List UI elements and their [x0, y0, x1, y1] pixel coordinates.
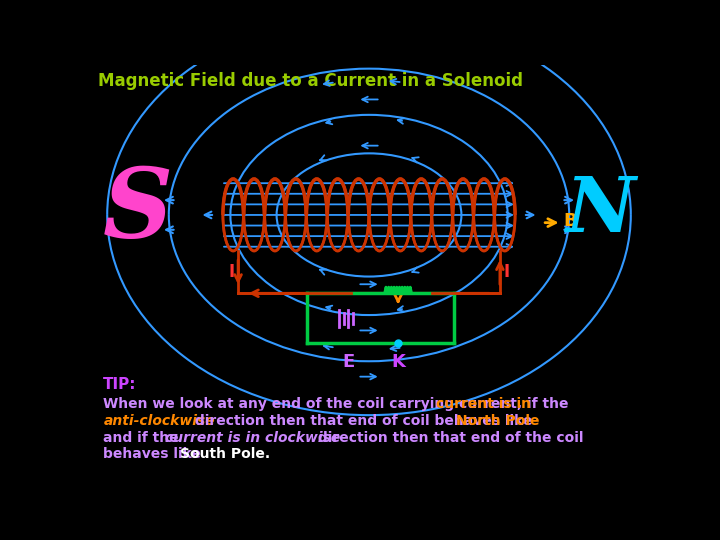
Text: current is in: current is in	[436, 397, 531, 410]
Text: direction then that end of the coil: direction then that end of the coil	[312, 430, 583, 444]
Text: I: I	[504, 263, 510, 281]
Text: behaves like: behaves like	[104, 448, 206, 462]
Text: current is in clockwise: current is in clockwise	[165, 430, 340, 444]
Text: and if the: and if the	[104, 430, 184, 444]
Text: North Pole: North Pole	[456, 414, 539, 428]
Text: N: N	[565, 174, 635, 248]
Text: E: E	[342, 353, 354, 370]
Text: South Pole.: South Pole.	[180, 448, 271, 462]
Text: Magnetic Field due to a Current in a Solenoid: Magnetic Field due to a Current in a Sol…	[98, 72, 523, 91]
Text: B: B	[564, 212, 577, 230]
Text: S: S	[103, 164, 173, 258]
Text: anti-clockwise: anti-clockwise	[104, 414, 215, 428]
Text: K: K	[391, 353, 405, 370]
Text: I: I	[228, 263, 234, 281]
Text: When we look at any end of the coil carrying current, if the: When we look at any end of the coil carr…	[104, 397, 574, 410]
Text: TIP:: TIP:	[104, 377, 137, 392]
Text: direction then that end of coil behaves like: direction then that end of coil behaves …	[189, 414, 537, 428]
